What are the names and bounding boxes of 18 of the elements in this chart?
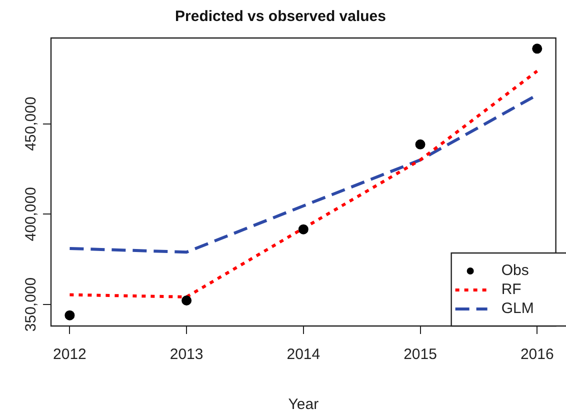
point [298,224,308,234]
x-tick-label: 2014 [286,346,320,364]
legend-label: GLM [501,300,534,318]
y-tick-label: 350,000 [22,277,40,332]
legend-label: Obs [501,262,529,280]
chart-title: Predicted vs observed values [175,8,386,26]
y-tick-label: 450,000 [22,96,40,151]
x-axis-title: Year [288,396,319,414]
legend-label: RF [501,281,522,298]
point [415,139,426,150]
point [64,310,75,320]
point [182,296,192,306]
y-tick-label: 400,000 [22,187,40,242]
x-tick-label: 2015 [404,346,437,364]
x-tick-label: 2016 [520,346,554,364]
point [532,44,542,54]
x-tick-label: 2012 [53,346,86,364]
x-tick-label: 2013 [170,346,204,364]
